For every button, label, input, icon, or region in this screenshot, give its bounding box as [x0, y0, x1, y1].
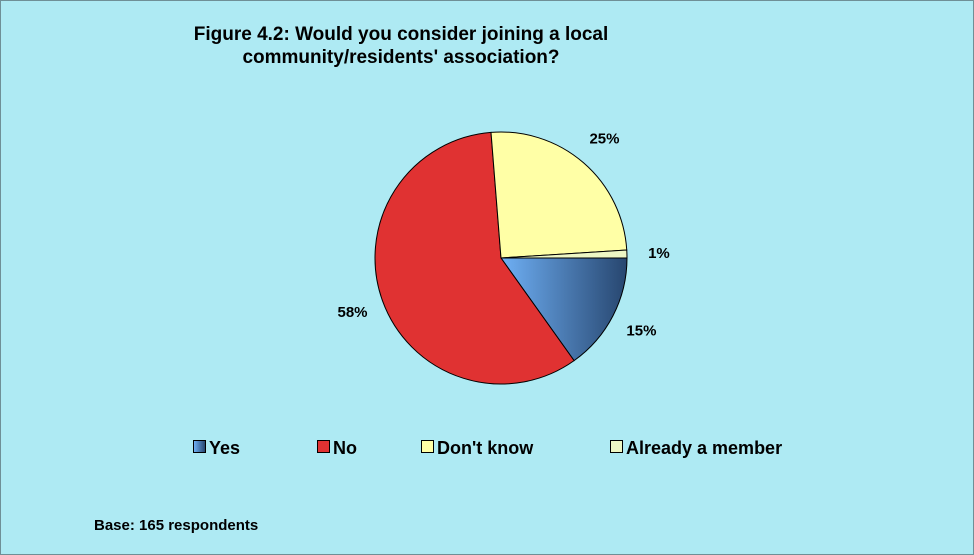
legend-swatch-dont-know	[421, 440, 434, 453]
chart-title-line-2: community/residents' association?	[242, 47, 560, 68]
legend-label-yes: Yes	[209, 438, 241, 458]
legend-label-no: No	[333, 438, 357, 458]
legend: Yes No Don't know Already a member	[1, 437, 974, 461]
data-label-don-t-know: 25%	[589, 131, 619, 148]
legend-swatch-already-member	[610, 440, 623, 453]
data-label-yes: 15%	[626, 322, 656, 339]
chart-title-line-1: Figure 4.2: Would you consider joining a…	[193, 24, 609, 45]
base-note: Base: 165 respondents	[94, 517, 259, 534]
pie-slice-already-a-member	[500, 249, 628, 259]
legend-label-dont-know: Don't know	[437, 438, 534, 458]
pie-slice-don-t-know	[490, 131, 628, 259]
data-label-already-a-member: 1%	[648, 245, 670, 262]
legend-label-already-member: Already a member	[626, 438, 783, 458]
legend-swatch-yes	[193, 440, 206, 453]
legend-swatch-no	[317, 440, 330, 453]
legend-item-already-member: Already a member	[610, 437, 782, 459]
legend-item-dont-know: Don't know	[421, 437, 533, 459]
chart-title: Figure 4.2: Would you consider joining a…	[131, 23, 671, 69]
legend-item-yes: Yes	[193, 437, 240, 459]
legend-item-no: No	[317, 437, 357, 459]
data-label-no: 58%	[338, 304, 368, 321]
pie-slice-no	[374, 131, 575, 385]
pie-slice-yes	[500, 257, 628, 362]
